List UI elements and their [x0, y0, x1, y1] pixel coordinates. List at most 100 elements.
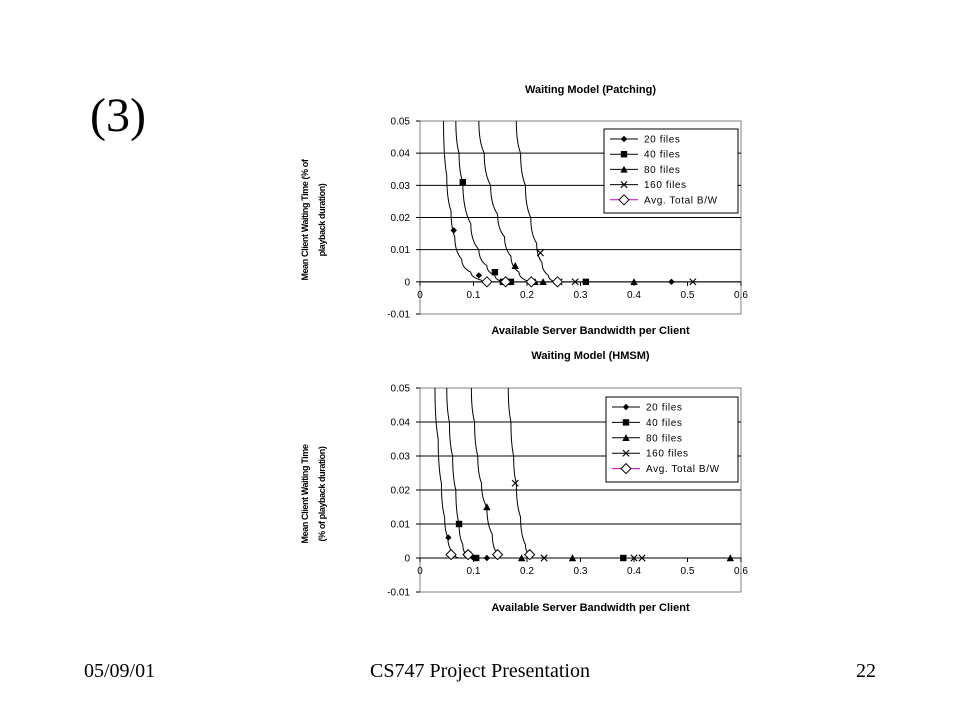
data-point — [481, 276, 493, 288]
x-tick-label: 0 — [417, 290, 423, 301]
footer-date: 05/09/01 — [84, 660, 156, 682]
y-axis-label: Mean Client Waiting Time (% of — [300, 158, 310, 280]
legend-label: 20 files — [646, 403, 683, 414]
x-tick-label: 0.3 — [574, 566, 588, 577]
chart-title: Waiting Model (Patching) — [525, 84, 656, 96]
data-point — [525, 276, 537, 288]
y-tick-label: 0.01 — [391, 245, 411, 256]
legend-label: Avg. Total B/W — [644, 195, 718, 206]
legend-marker — [620, 151, 628, 158]
y-axis-label: (% of playback duration) — [317, 446, 327, 541]
x-tick-label: 0.1 — [467, 290, 481, 301]
y-tick-label: 0.04 — [391, 149, 411, 160]
legend-marker — [622, 434, 630, 441]
data-point — [511, 479, 519, 487]
x-tick-label: 0.6 — [734, 290, 748, 301]
x-tick-label: 0.1 — [467, 566, 481, 577]
x-tick-label: 0 — [417, 566, 423, 577]
legend-marker — [618, 194, 630, 206]
data-point — [483, 503, 491, 511]
y-tick-label: -0.01 — [387, 310, 410, 321]
legend-label: Avg. Total B/W — [646, 464, 720, 475]
data-point — [536, 249, 544, 257]
legend-marker — [620, 181, 628, 189]
y-axis-label: Mean Client Waiting Time — [300, 444, 310, 543]
footer-page-number: 22 — [856, 660, 876, 682]
data-point — [539, 278, 547, 286]
data-point — [540, 554, 548, 562]
y-tick-label: -0.01 — [387, 588, 410, 599]
legend-label: 20 files — [644, 135, 681, 146]
legend-label: 160 files — [644, 180, 687, 191]
data-point — [455, 520, 463, 528]
y-tick-label: 0.02 — [391, 213, 411, 224]
data-point — [445, 534, 452, 541]
y-tick-label: 0.02 — [391, 486, 411, 497]
data-point — [450, 227, 457, 234]
fitted-curve — [515, 121, 555, 283]
data-point — [459, 178, 466, 186]
legend-label: 80 files — [644, 165, 681, 176]
legend-label: 80 files — [646, 433, 683, 444]
x-tick-label: 0.4 — [627, 290, 641, 301]
data-point — [472, 554, 480, 562]
y-axis-label: playback duration) — [317, 183, 327, 256]
y-tick-label: 0.01 — [391, 520, 411, 531]
y-tick-label: 0.03 — [391, 181, 411, 192]
chart-title: Waiting Model (HMSM) — [531, 350, 649, 362]
data-point — [483, 554, 491, 562]
slide-label: (3) — [90, 89, 146, 142]
legend-marker — [622, 403, 630, 411]
legend-marker — [620, 165, 628, 173]
data-point — [491, 268, 499, 276]
x-tick-label: 0.5 — [681, 566, 695, 577]
data-point — [620, 554, 627, 562]
data-point — [462, 548, 474, 561]
y-tick-label: 0 — [404, 277, 410, 288]
legend-marker — [620, 462, 632, 475]
fitted-curve — [443, 121, 489, 283]
y-tick-label: 0.05 — [391, 117, 411, 128]
data-point — [499, 276, 512, 288]
data-point — [523, 548, 536, 561]
fitted-curve — [507, 388, 533, 559]
chart-2: -0.01 0 0.01 0.02 0.03 0.04 0.05 0 0.1 0.2 0.3 0.4 0… — [300, 350, 748, 614]
fitted-curve — [478, 121, 530, 283]
data-point — [511, 262, 519, 269]
legend-marker — [622, 419, 630, 426]
legend-marker — [620, 135, 628, 143]
chart-1: -0.01 0 0.01 0.02 0.03 0.04 0.05 0 0.1 0.2 0.3 0.4 0… — [300, 84, 748, 337]
legend-label: 40 files — [646, 418, 683, 429]
legend-marker — [622, 449, 630, 457]
x-tick-label: 0.4 — [627, 566, 641, 577]
y-tick-label: 0 — [404, 554, 410, 565]
data-point — [689, 278, 697, 286]
data-point — [571, 278, 579, 286]
data-point — [475, 272, 483, 279]
y-tick-label: 0.05 — [391, 384, 411, 395]
data-point — [551, 276, 564, 288]
x-tick-label: 0.2 — [520, 290, 534, 301]
fitted-curve — [446, 388, 470, 559]
x-tick-label: 0.3 — [574, 290, 588, 301]
footer-title: CS747 Project Presentation — [370, 660, 590, 682]
data-point — [517, 554, 526, 562]
data-point — [568, 554, 577, 562]
x-axis-label: Available Server Bandwidth per Client — [491, 602, 690, 614]
data-point — [445, 548, 457, 561]
legend-label: 40 files — [644, 150, 681, 161]
data-point — [638, 554, 646, 562]
data-point — [668, 278, 675, 286]
x-tick-label: 0.6 — [734, 566, 748, 577]
data-point — [630, 554, 638, 562]
legend-label: 160 files — [646, 449, 689, 460]
y-tick-label: 0.04 — [391, 418, 411, 429]
data-point — [630, 278, 638, 286]
data-point — [491, 548, 504, 561]
x-tick-label: 0.2 — [520, 566, 534, 577]
fitted-curve — [470, 388, 501, 559]
data-point — [726, 554, 734, 562]
x-axis-label: Available Server Bandwidth per Client — [491, 325, 690, 337]
data-point — [582, 278, 590, 286]
